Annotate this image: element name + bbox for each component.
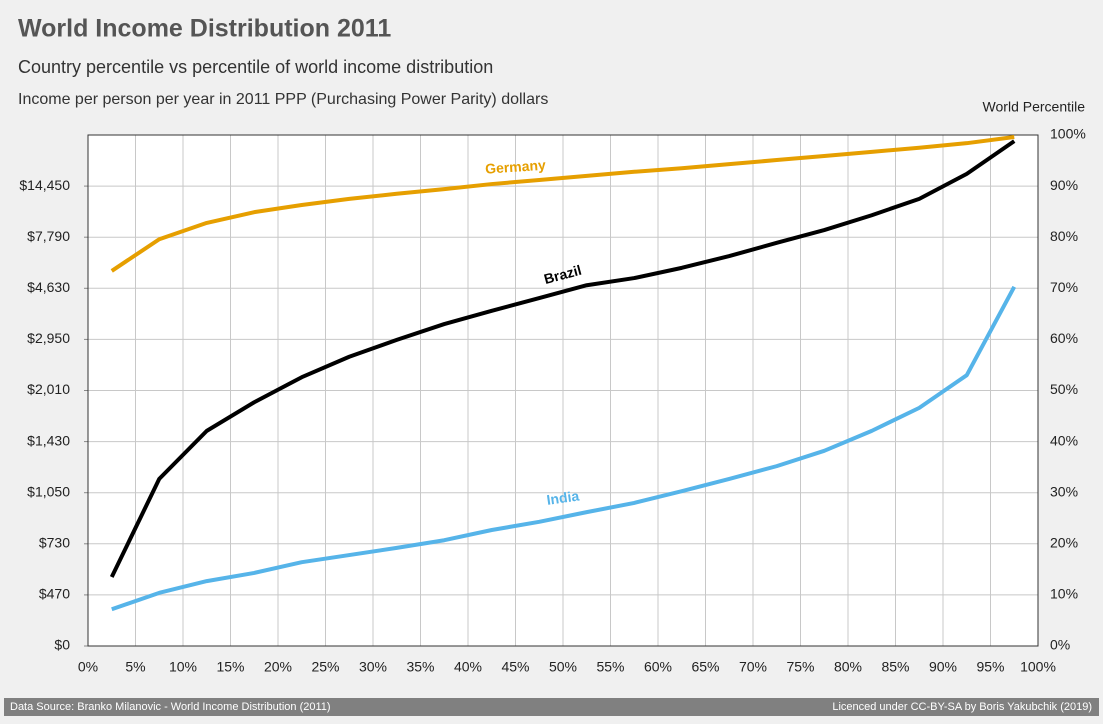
- y2-tick-label: 50%: [1050, 381, 1078, 397]
- footer-bar: [4, 698, 1099, 716]
- y2-tick-label: 30%: [1050, 483, 1078, 499]
- chart-description: Income per person per year in 2011 PPP (…: [18, 91, 548, 108]
- y2-tick-label: 70%: [1050, 279, 1078, 295]
- y2-tick-label: 60%: [1050, 330, 1078, 346]
- x-tick-label: 55%: [596, 659, 624, 675]
- y-tick-label: $2,950: [27, 330, 70, 346]
- y-tick-label: $2,010: [27, 381, 70, 397]
- y2-tick-label: 10%: [1050, 586, 1078, 602]
- y-tick-label: $470: [39, 586, 70, 602]
- x-tick-label: 90%: [929, 659, 957, 675]
- series-line: [110, 135, 1015, 273]
- y2-tick-label: 0%: [1050, 637, 1070, 653]
- y2-tick-label: 80%: [1050, 228, 1078, 244]
- series-line: [109, 139, 1016, 578]
- chart-title: World Income Distribution 2011: [18, 15, 391, 43]
- y-tick-label: $1,050: [27, 483, 70, 499]
- x-tick-label: 30%: [359, 659, 387, 675]
- x-tick-label: 65%: [691, 659, 719, 675]
- footer-source: Data Source: Branko Milanovic - World In…: [10, 701, 331, 713]
- y-tick-label: $4,630: [27, 279, 70, 295]
- y-tick-label: $730: [39, 535, 70, 551]
- y2-axis-label: World Percentile: [983, 99, 1086, 115]
- series-line: [111, 285, 1017, 612]
- y2-tick-label: 100%: [1050, 126, 1086, 142]
- x-tick-label: 0%: [78, 659, 98, 675]
- y-tick-label: $7,790: [27, 228, 70, 244]
- x-tick-label: 15%: [216, 659, 244, 675]
- y2-tick-label: 40%: [1050, 432, 1078, 448]
- footer-license: Licenced under CC-BY-SA by Boris Yakubch…: [832, 701, 1092, 713]
- x-tick-label: 25%: [311, 659, 339, 675]
- x-tick-label: 95%: [976, 659, 1004, 675]
- x-tick-label: 100%: [1020, 659, 1056, 675]
- y-tick-label: $14,450: [19, 177, 70, 193]
- x-tick-label: 35%: [406, 659, 434, 675]
- series-label: India: [546, 487, 581, 507]
- x-tick-label: 45%: [501, 659, 529, 675]
- chart-subtitle: Country percentile vs percentile of worl…: [18, 57, 493, 77]
- x-tick-label: 10%: [169, 659, 197, 675]
- x-tick-label: 80%: [834, 659, 862, 675]
- x-tick-label: 60%: [644, 659, 672, 675]
- x-tick-label: 20%: [264, 659, 292, 675]
- y2-tick-label: 90%: [1050, 177, 1078, 193]
- x-tick-label: 85%: [881, 659, 909, 675]
- y-tick-label: $0: [54, 637, 70, 653]
- plot-border: [87, 134, 1039, 647]
- x-tick-label: 40%: [454, 659, 482, 675]
- x-tick-label: 70%: [739, 659, 767, 675]
- x-tick-label: 75%: [786, 659, 814, 675]
- y-tick-label: $1,430: [27, 432, 70, 448]
- x-tick-label: 5%: [125, 659, 145, 675]
- y2-tick-label: 20%: [1050, 535, 1078, 551]
- x-tick-label: 50%: [549, 659, 577, 675]
- series-label: Germany: [485, 157, 547, 177]
